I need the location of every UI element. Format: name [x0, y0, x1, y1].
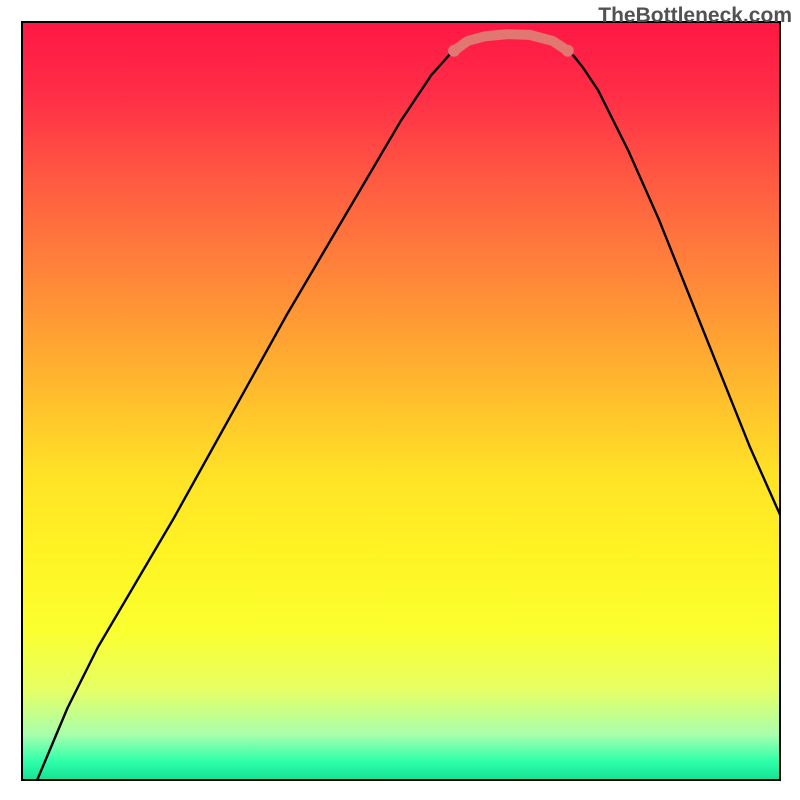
watermark-text: TheBottleneck.com [598, 4, 792, 28]
optimal-range-start-dot [448, 45, 460, 57]
plot-svg [0, 0, 800, 800]
optimal-range-end-dot [562, 45, 574, 57]
chart-frame: TheBottleneck.com [0, 0, 800, 800]
gradient-background [22, 22, 780, 780]
